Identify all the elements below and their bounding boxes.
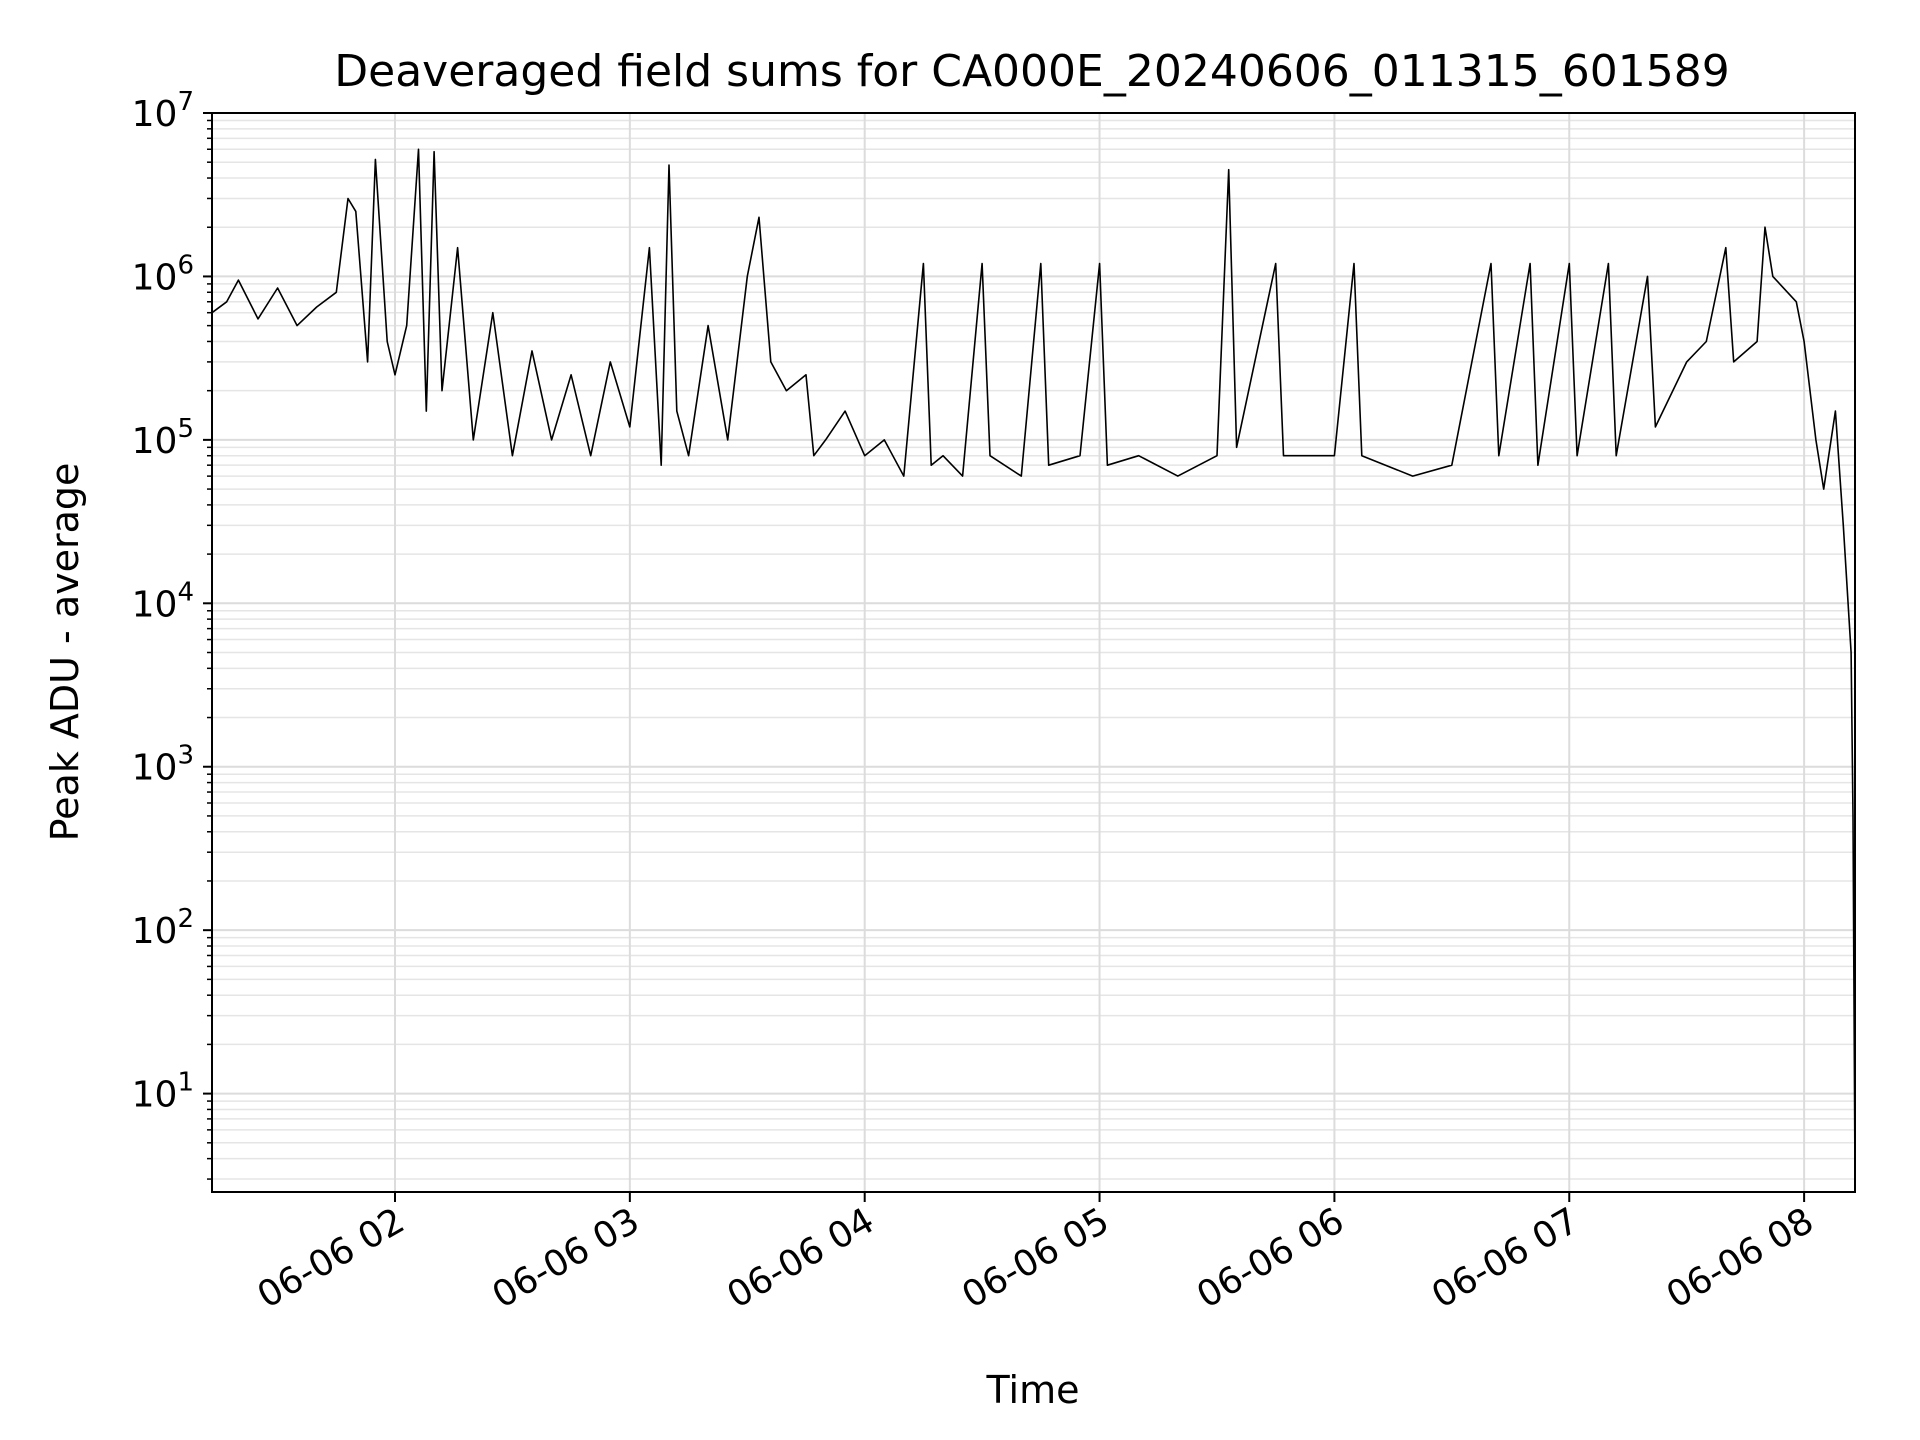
y-tick-label: 101 [132,1068,194,1116]
chart-title: Deaveraged field sums for CA000E_2024060… [334,46,1729,97]
x-tick-label: 06-06 04 [721,1200,882,1316]
x-tick-label: 06-06 06 [1190,1200,1351,1316]
y-axis: 101 102 103 104 105 106 107 [132,87,212,1180]
x-axis: 06-06 02 06-06 03 06-06 04 06-06 05 06-06 06… [251,1192,1821,1317]
x-tick-label: 06-06 05 [955,1200,1116,1316]
y-tick-label: 104 [132,577,194,625]
y-tick-label: 107 [132,87,194,135]
y-axis-label: Peak ADU - average [43,463,87,842]
y-tick-label: 102 [132,904,194,952]
x-axis-label: Time [986,1368,1080,1412]
series-line [211,148,1856,1180]
x-tick-label: 06-06 02 [251,1200,412,1316]
y-tick-label: 106 [132,250,194,298]
x-tick-label: 06-06 07 [1425,1200,1586,1316]
x-tick-label: 06-06 03 [486,1200,647,1316]
grid-layer [212,112,1855,1192]
series-layer [211,148,1856,1180]
y-tick-label: 103 [132,741,194,789]
y-tick-label: 105 [132,414,194,462]
x-tick-label: 06-06 08 [1660,1200,1821,1316]
